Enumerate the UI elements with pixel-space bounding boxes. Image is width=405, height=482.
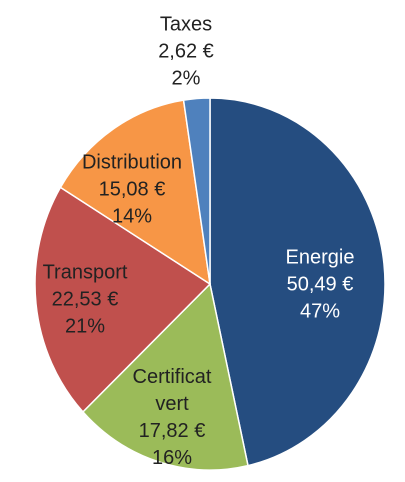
percent-label: 21% — [64, 315, 106, 338]
category-label: Energie — [285, 246, 355, 269]
slice-label: Energie 50,49 € 47% — [255, 245, 385, 326]
category-label: Transport — [42, 261, 128, 284]
percent-label: 16% — [151, 447, 193, 469]
value-label: 17,82 € — [138, 420, 206, 442]
slice-label: Taxes 2,62 € 2% — [121, 12, 251, 93]
pie-slice — [182, 97, 211, 285]
pie-slice — [209, 97, 386, 467]
category-label: Taxes — [159, 13, 213, 36]
slice-label: Distribution 15,08 € 14% — [67, 150, 197, 231]
percent-label: 14% — [111, 205, 153, 228]
value-label: 50,49 € — [286, 273, 354, 296]
slice-label: Transport 22,53 € 21% — [20, 260, 150, 341]
pie-slice — [34, 186, 212, 413]
percent-label: 2% — [171, 67, 201, 90]
category-label: Distribution — [81, 151, 183, 174]
slice-label: Certificat vert 17,82 € 16% — [122, 364, 222, 472]
percent-label: 47% — [299, 300, 341, 323]
pie-slice — [81, 282, 249, 471]
pie-slice — [59, 99, 211, 286]
value-label: 15,08 € — [98, 178, 166, 201]
category-label: Certificat vert — [132, 366, 212, 415]
value-label: 2,62 € — [158, 40, 214, 63]
value-label: 22,53 € — [51, 288, 119, 311]
